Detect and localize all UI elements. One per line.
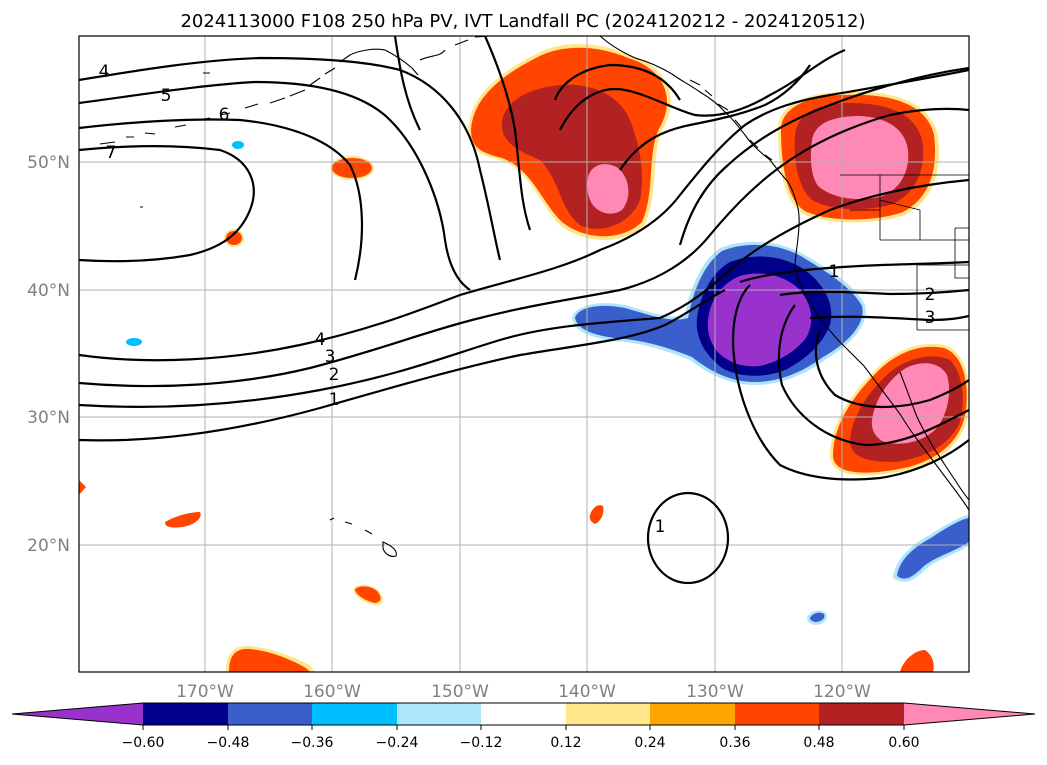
colorbar-tick-label: 0.60 [888, 735, 919, 751]
contour-label: 3 [325, 347, 336, 367]
contour-label: 4 [315, 330, 326, 350]
longitude-labels: 170°W 160°W 150°W 140°W 130°W 120°W [176, 682, 871, 702]
colorbar-segment [228, 703, 312, 725]
contour-label: 1 [329, 390, 340, 410]
contour-label: 2 [925, 285, 936, 305]
lon-label: 160°W [303, 682, 361, 702]
map-frame [78, 35, 970, 673]
colorbar-segment [143, 703, 228, 725]
figure-title: 2024113000 F108 250 hPa PV, IVT Landfall… [180, 11, 865, 32]
colorbar-extend-min [12, 703, 143, 725]
colorbar-segment [312, 703, 397, 725]
contour-label: 2 [329, 365, 340, 385]
colorbar-segment [650, 703, 735, 725]
contour-labels: 4 5 6 7 4 3 2 1 1 2 3 1 [99, 62, 936, 537]
lon-label: 130°W [686, 682, 744, 702]
contour-label: 3 [925, 308, 936, 328]
colorbar-segment [735, 703, 819, 725]
lon-label: 140°W [558, 682, 616, 702]
gridlines [79, 36, 969, 672]
contour-label: 6 [219, 105, 230, 125]
colorbar-tick-label: −0.12 [460, 735, 503, 751]
lat-label: 20°N [27, 536, 70, 556]
contour-label: 1 [655, 517, 666, 537]
lat-label: 30°N [27, 408, 70, 428]
contour-label: 7 [106, 143, 117, 163]
colorbar-tick-label: −0.60 [122, 735, 165, 751]
map-area: 4 5 6 7 4 3 2 1 1 2 3 1 [79, 36, 969, 672]
contour-label: 1 [829, 262, 840, 282]
colorbar-tick-label: 0.36 [719, 735, 750, 751]
state-borders [840, 174, 969, 331]
contour-label: 4 [99, 62, 110, 82]
colorbar-segment [481, 703, 566, 725]
colorbar-segment [819, 703, 904, 725]
colorbar-extend-max [904, 703, 1035, 725]
latitude-labels: 50°N 40°N 30°N 20°N [27, 153, 70, 556]
contour-label: 5 [161, 86, 172, 106]
colorbar-tick-label: −0.24 [376, 735, 419, 751]
lat-label: 50°N [27, 153, 70, 173]
colorbar: −0.60 −0.48 −0.36 −0.24 −0.12 0.12 0.24 0.36 0.4… [11, 702, 1036, 751]
lon-label: 150°W [431, 682, 489, 702]
colorbar-tick-label: 0.48 [803, 735, 834, 751]
anomaly-southern-california-positive [830, 343, 969, 476]
lon-label: 120°W [813, 682, 871, 702]
lon-label: 170°W [176, 682, 234, 702]
colorbar-segment [397, 703, 481, 725]
colorbar-tick-label: 0.12 [550, 735, 581, 751]
pv-contours [79, 36, 969, 585]
colorbar-tick-label: −0.48 [207, 735, 250, 751]
coastlines [99, 36, 969, 557]
anomaly-mexico-negative [893, 515, 969, 582]
colorbar-tick-label: −0.36 [291, 735, 334, 751]
colorbar-tick-label: 0.24 [634, 735, 665, 751]
anomaly-offshore-california-negative [572, 241, 866, 385]
anomaly-gulf-of-alaska-positive [468, 44, 671, 241]
colorbar-segment [566, 703, 650, 725]
lat-label: 40°N [27, 281, 70, 301]
